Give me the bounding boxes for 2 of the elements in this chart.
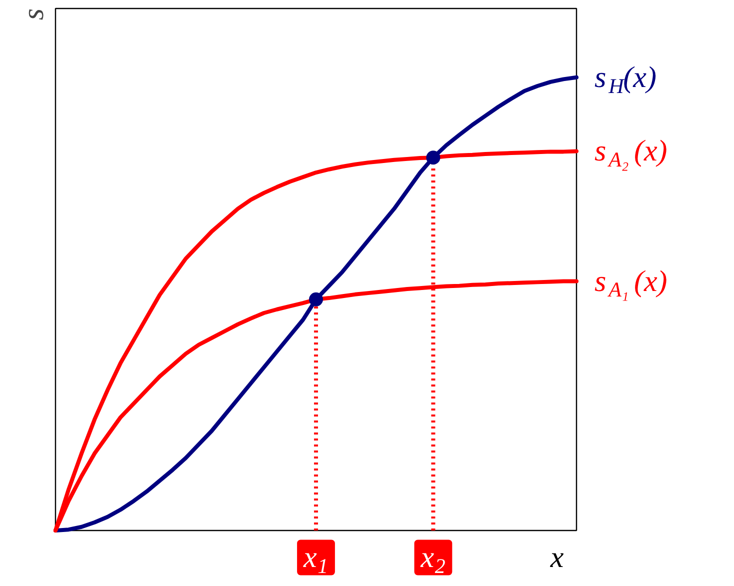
x-axis-title: x <box>549 541 564 574</box>
y-axis-title: s <box>17 8 50 20</box>
